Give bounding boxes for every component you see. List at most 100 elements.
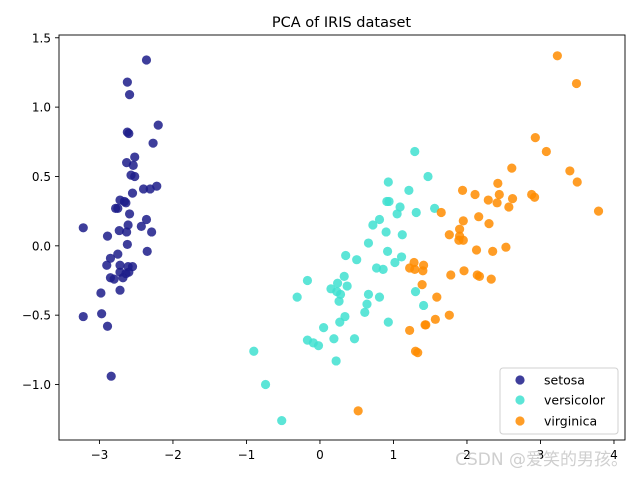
point-virginica-48 (413, 348, 423, 358)
point-virginica-12 (492, 198, 502, 208)
point-setosa-18 (121, 198, 131, 208)
point-virginica-45 (420, 320, 430, 330)
point-setosa-48 (102, 321, 113, 331)
point-versicolor-46 (249, 346, 259, 356)
point-virginica-5 (565, 166, 575, 176)
x-tick-label: −3 (91, 448, 109, 462)
point-virginica-39 (486, 274, 496, 284)
point-versicolor-30 (363, 289, 374, 299)
y-tick-label: 1.5 (32, 31, 51, 45)
y-tick-label: 0.5 (32, 170, 51, 184)
point-setosa-22 (141, 214, 152, 225)
point-setosa-14 (138, 184, 149, 194)
point-virginica-9 (470, 189, 480, 200)
point-versicolor-28 (335, 289, 346, 299)
point-setosa-15 (127, 188, 138, 198)
point-versicolor-34 (334, 296, 344, 306)
point-virginica-6 (572, 177, 582, 187)
point-versicolor-4 (395, 202, 405, 212)
point-virginica-34 (418, 266, 428, 276)
point-versicolor-21 (378, 264, 388, 274)
legend-marker-setosa (515, 375, 525, 385)
point-versicolor-19 (396, 252, 407, 262)
point-setosa-42 (109, 274, 119, 284)
point-versicolor-15 (382, 246, 393, 256)
point-virginica-20 (484, 219, 494, 229)
point-versicolor-13 (397, 230, 407, 240)
point-setosa-24 (123, 220, 133, 230)
series-versicolor (249, 146, 440, 426)
point-virginica-10 (494, 189, 504, 200)
point-versicolor-39 (383, 317, 393, 327)
point-versicolor-33 (410, 286, 421, 297)
x-tick-label: −2 (164, 448, 182, 462)
point-versicolor-31 (362, 299, 372, 309)
point-virginica-46 (405, 325, 415, 336)
point-setosa-27 (147, 227, 157, 237)
point-virginica-28 (501, 242, 511, 252)
point-versicolor-48 (260, 379, 271, 390)
point-setosa-44 (115, 285, 125, 295)
y-tick-label: 1.0 (32, 101, 51, 115)
point-virginica-27 (458, 235, 468, 245)
point-setosa-2 (124, 90, 135, 100)
point-versicolor-12 (381, 227, 391, 237)
point-virginica-18 (436, 207, 446, 218)
point-versicolor-47 (331, 356, 341, 366)
point-versicolor-32 (374, 292, 385, 302)
point-virginica-11 (483, 195, 493, 205)
point-setosa-28 (78, 223, 88, 233)
point-setosa-45 (96, 288, 106, 298)
legend: setosa versicolor virginica (499, 367, 619, 435)
point-setosa-4 (124, 128, 134, 139)
point-versicolor-18 (390, 257, 400, 268)
series-setosa (78, 55, 163, 381)
point-virginica-38 (474, 271, 485, 281)
point-virginica-2 (530, 133, 540, 143)
point-virginica-33 (410, 264, 420, 274)
point-setosa-20 (113, 203, 123, 213)
point-virginica-1 (571, 78, 582, 89)
point-setosa-7 (130, 152, 140, 162)
point-versicolor-6 (384, 196, 394, 207)
point-versicolor-35 (418, 300, 429, 311)
point-virginica-24 (444, 230, 454, 240)
point-virginica-26 (471, 245, 482, 255)
point-versicolor-25 (342, 281, 352, 291)
chart-title: PCA of IRIS dataset (272, 15, 412, 31)
point-virginica-29 (488, 246, 498, 256)
legend-label-setosa: setosa (544, 373, 585, 388)
point-setosa-33 (105, 253, 116, 263)
x-tick-label: −1 (238, 448, 256, 462)
watermark-text: CSDN @爱笑的男孩。 (455, 450, 628, 470)
point-virginica-36 (459, 266, 469, 276)
point-setosa-5 (153, 120, 163, 130)
point-virginica-19 (474, 212, 484, 222)
point-virginica-43 (430, 314, 440, 324)
point-setosa-9 (128, 160, 138, 170)
point-setosa-21 (124, 209, 135, 219)
x-tick-label: 4 (610, 448, 618, 462)
point-virginica-13 (507, 194, 518, 204)
point-versicolor-14 (363, 238, 374, 248)
point-virginica-49 (353, 406, 363, 416)
legend-marker-virginica (515, 416, 525, 426)
point-versicolor-40 (319, 323, 329, 333)
axes: −3 −2 −1 0 1 2 3 4 −1.0 −0.5 0.0 0.5 1.0 1.5 (22, 31, 618, 462)
point-setosa-31 (142, 246, 152, 256)
point-setosa-34 (102, 260, 112, 270)
point-versicolor-7 (411, 207, 421, 218)
point-virginica-4 (507, 163, 517, 173)
y-tick-label: −1.0 (22, 378, 51, 392)
point-setosa-40 (124, 267, 134, 277)
point-virginica-41 (432, 292, 442, 302)
point-setosa-11 (130, 171, 140, 182)
point-setosa-0 (141, 55, 152, 65)
x-tick-label: 3 (537, 448, 545, 462)
point-versicolor-36 (360, 307, 370, 317)
point-versicolor-2 (383, 177, 393, 187)
point-setosa-46 (78, 311, 88, 322)
point-versicolor-0 (410, 146, 420, 157)
legend-marker-versicolor (515, 395, 525, 405)
